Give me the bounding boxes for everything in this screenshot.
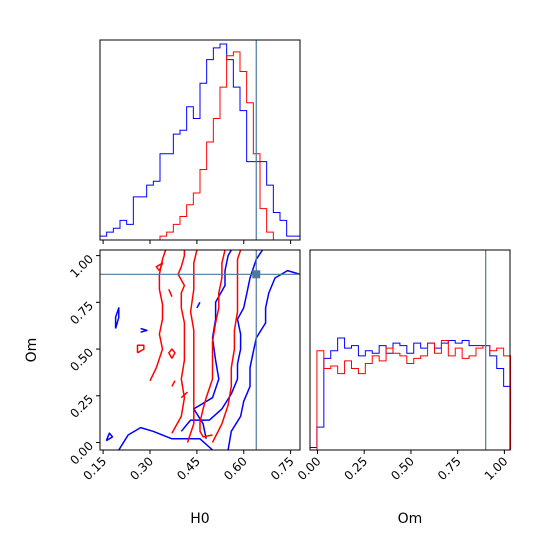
contour-red-8 [168, 289, 173, 297]
om-y-tick-label: 1.00 [67, 252, 96, 281]
om-tick-label: 0.25 [342, 454, 371, 483]
contour-red-3 [211, 250, 242, 443]
contour-red-6 [168, 348, 176, 359]
om-hist-blue-outline [309, 337, 512, 450]
joint-frame [99, 249, 301, 451]
contour-red-1 [199, 250, 226, 438]
contour-red-10 [171, 380, 176, 387]
h0-histogram-red [100, 51, 300, 241]
om-histogram-red [310, 340, 512, 451]
joint-truth-marker [252, 270, 261, 279]
contour-red-5 [136, 344, 145, 354]
om-histogram-blue [309, 337, 512, 450]
om-y-tick-label: 0.25 [67, 392, 96, 421]
contour-blue-4 [114, 307, 120, 329]
contour-blue-3 [180, 250, 264, 432]
h0-tick-label: 0.60 [221, 454, 250, 483]
om-hist-red-outline [310, 340, 512, 451]
contour-red-0 [171, 250, 186, 434]
h0-hist-red-outline [100, 51, 300, 241]
joint-y-ticks: 0.000.250.500.751.00 [67, 252, 100, 468]
contour-blue-5 [105, 432, 114, 442]
h0-tick-label: 0.45 [174, 454, 203, 483]
om-histogram-frame [309, 249, 511, 451]
h0-axis-label: H0 [190, 511, 209, 527]
om-x-ticks: 0.00 0.25 0.50 0.75 1.00 [295, 450, 511, 483]
om-axis-label-y: Om [24, 338, 40, 363]
om-tick-label: 0.75 [435, 454, 464, 483]
contour-red-9 [180, 391, 189, 399]
h0-hist-blue-outline [99, 43, 301, 240]
contour-red-7 [155, 262, 164, 272]
joint-x-ticks: 0.15 0.30 0.45 0.60 0.75 [80, 450, 297, 483]
h0-histogram-frame [99, 39, 301, 241]
joint-contour-panel: 0.15 0.30 0.45 0.60 0.75 0.000.250.500.751.0… [67, 249, 301, 483]
om-tick-label: 1.00 [482, 454, 511, 483]
om-tick-label: 0.50 [388, 454, 417, 483]
contour-blue-0 [118, 426, 214, 450]
h0-histogram-panel [99, 39, 301, 244]
om-tick-label: 0.00 [295, 454, 324, 483]
om-y-tick-label: 0.50 [67, 345, 96, 374]
h0-histogram-blue [99, 43, 301, 240]
om-y-tick-label: 0.75 [67, 299, 96, 328]
om-axis-label-x: Om [398, 511, 423, 527]
contour-blue-2 [227, 269, 300, 450]
contour-blue-7 [196, 301, 201, 309]
joint-contours [105, 250, 300, 450]
h0-histogram-ticks [102, 240, 292, 244]
contour-blue-6 [140, 327, 148, 333]
h0-tick-label: 0.30 [127, 454, 156, 483]
contour-red-2 [186, 250, 198, 443]
h0-tick-label: 0.75 [268, 454, 297, 483]
